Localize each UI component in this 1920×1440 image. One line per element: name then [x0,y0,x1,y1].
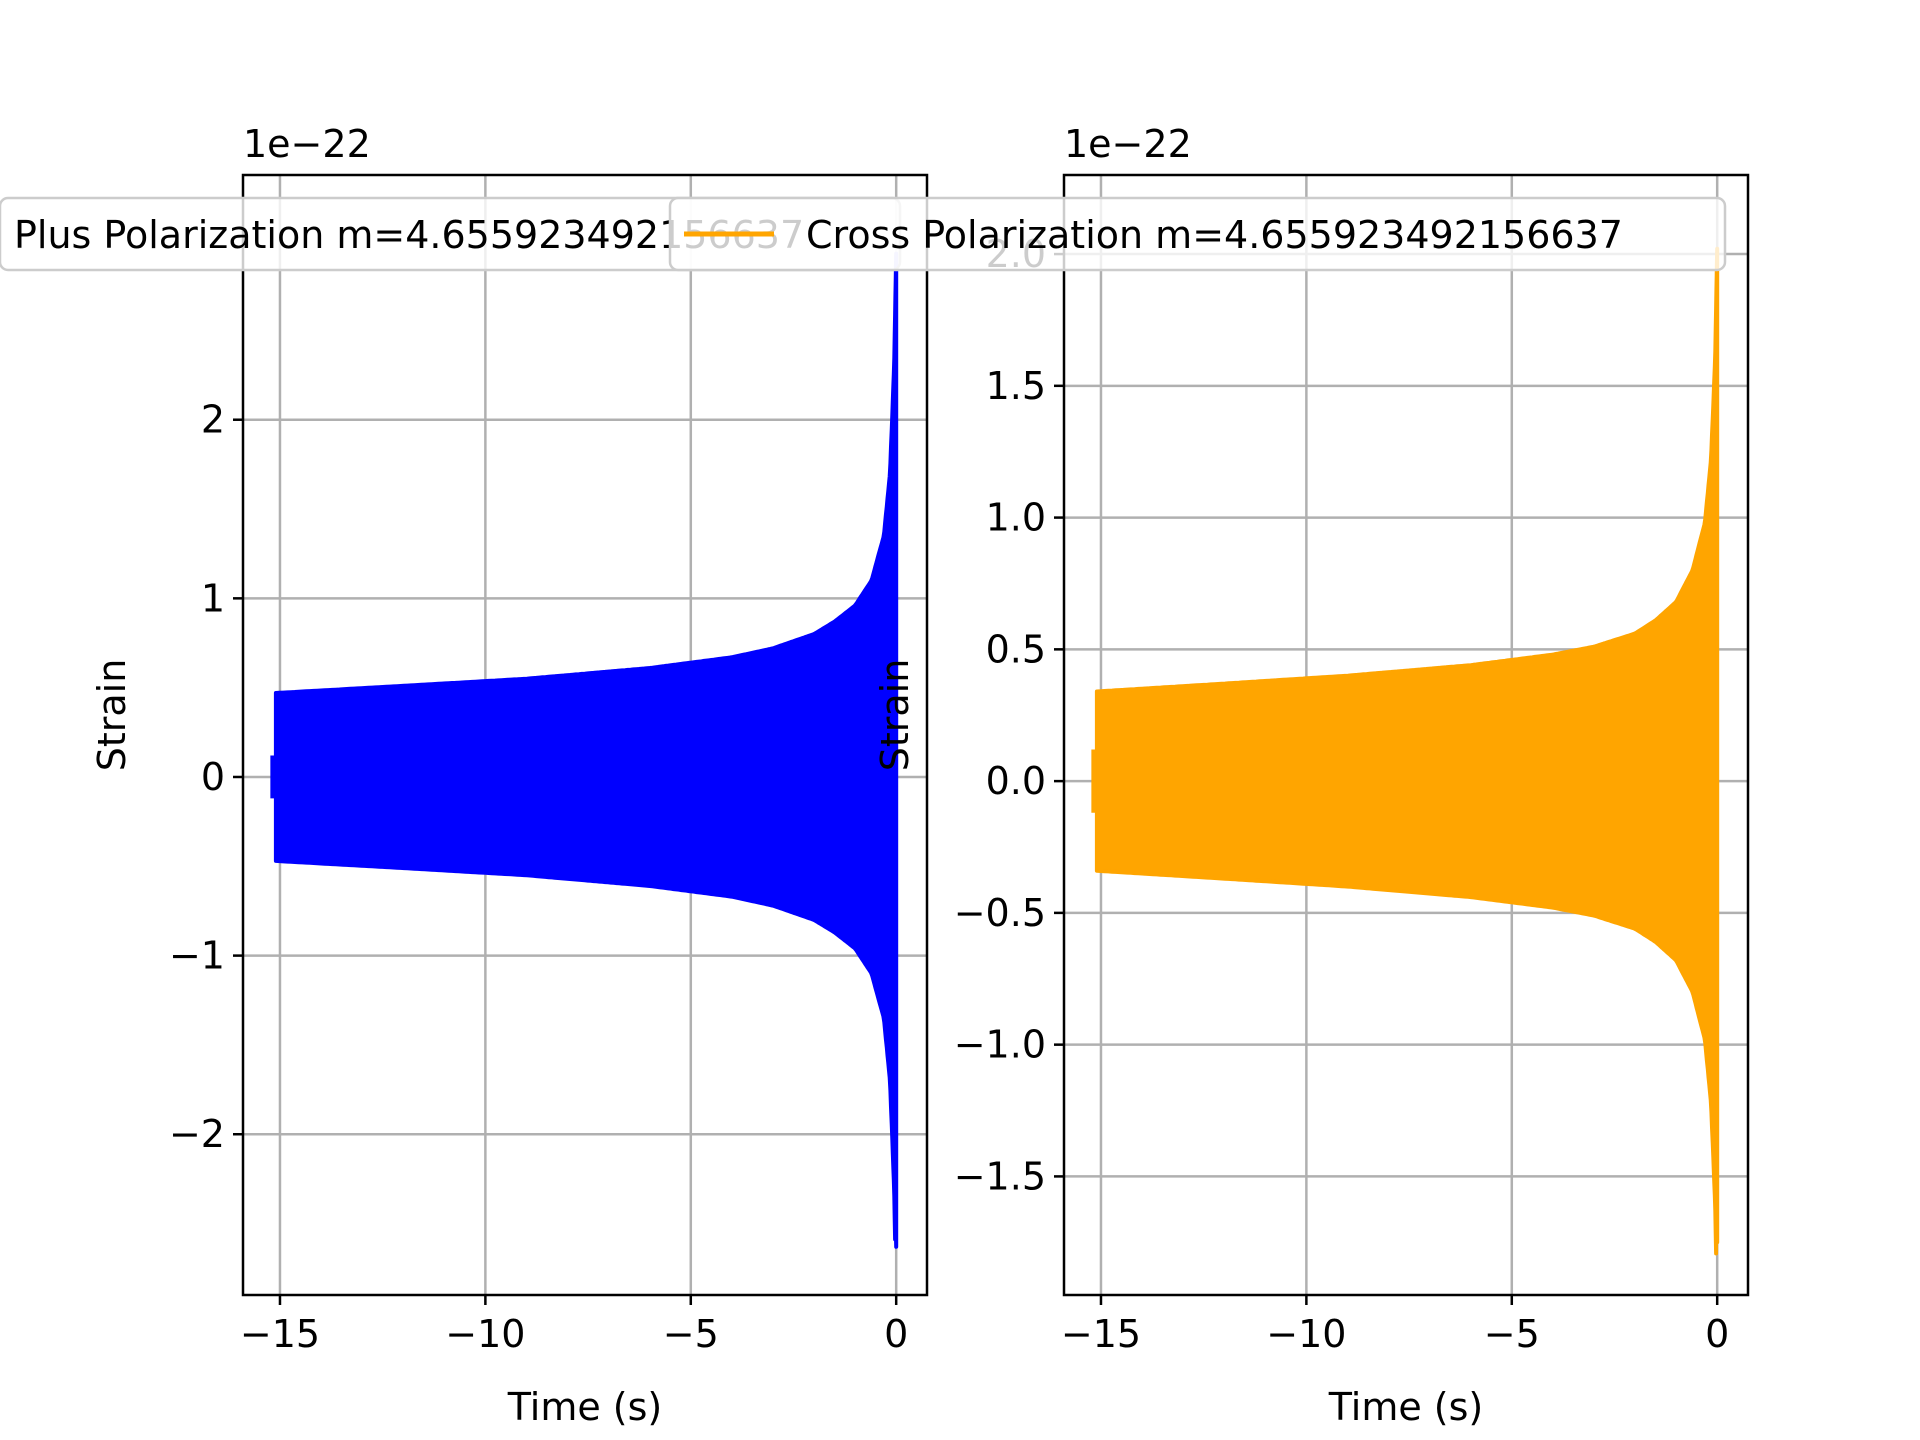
y-tick-label: 0.5 [986,627,1046,671]
axes-frame [241,173,929,1297]
y-axis-label: Strain [90,659,134,772]
y-tick-label: 1 [201,576,225,620]
legend-box [668,196,1727,272]
y-tick-label: 1.0 [986,496,1046,540]
chart-panel-2: −15−10−50−1.5−1.0−0.50.00.51.01.52.0Time… [668,122,1750,1429]
y-tick-label: −0.5 [954,891,1046,935]
axis-offset-text: 1e−22 [243,122,371,166]
y-tick-label: −1 [169,934,225,978]
waveform-series [273,251,899,1249]
x-axis-label: Time (s) [1328,1385,1484,1429]
x-axis-label: Time (s) [507,1385,663,1429]
legend-entry-label: Cross Polarization m=4.655923492156637 [806,213,1623,257]
y-tick-label: −2 [169,1112,225,1156]
x-tick-label: −5 [663,1312,719,1356]
waveform-series [1094,246,1720,1256]
y-tick-label: 0 [201,755,225,799]
y-tick-label: −1.5 [954,1154,1046,1198]
y-tick-label: 1.5 [986,364,1046,408]
x-tick-label: −10 [445,1312,525,1356]
y-tick-label: 0.0 [986,759,1046,803]
y-axis-label: Strain [873,659,917,772]
x-tick-label: 0 [884,1312,908,1356]
x-tick-label: −5 [1484,1312,1540,1356]
x-tick-label: −15 [240,1312,320,1356]
y-tick-label: −1.0 [954,1023,1046,1067]
axes-frame [1062,173,1750,1297]
x-tick-label: −10 [1266,1312,1346,1356]
axis-offset-text: 1e−22 [1064,122,1192,166]
x-tick-label: 0 [1705,1312,1729,1356]
x-tick-label: −15 [1061,1312,1141,1356]
y-tick-label: 2 [201,398,225,442]
legend: Cross Polarization m=4.655923492156637 [668,196,1727,272]
